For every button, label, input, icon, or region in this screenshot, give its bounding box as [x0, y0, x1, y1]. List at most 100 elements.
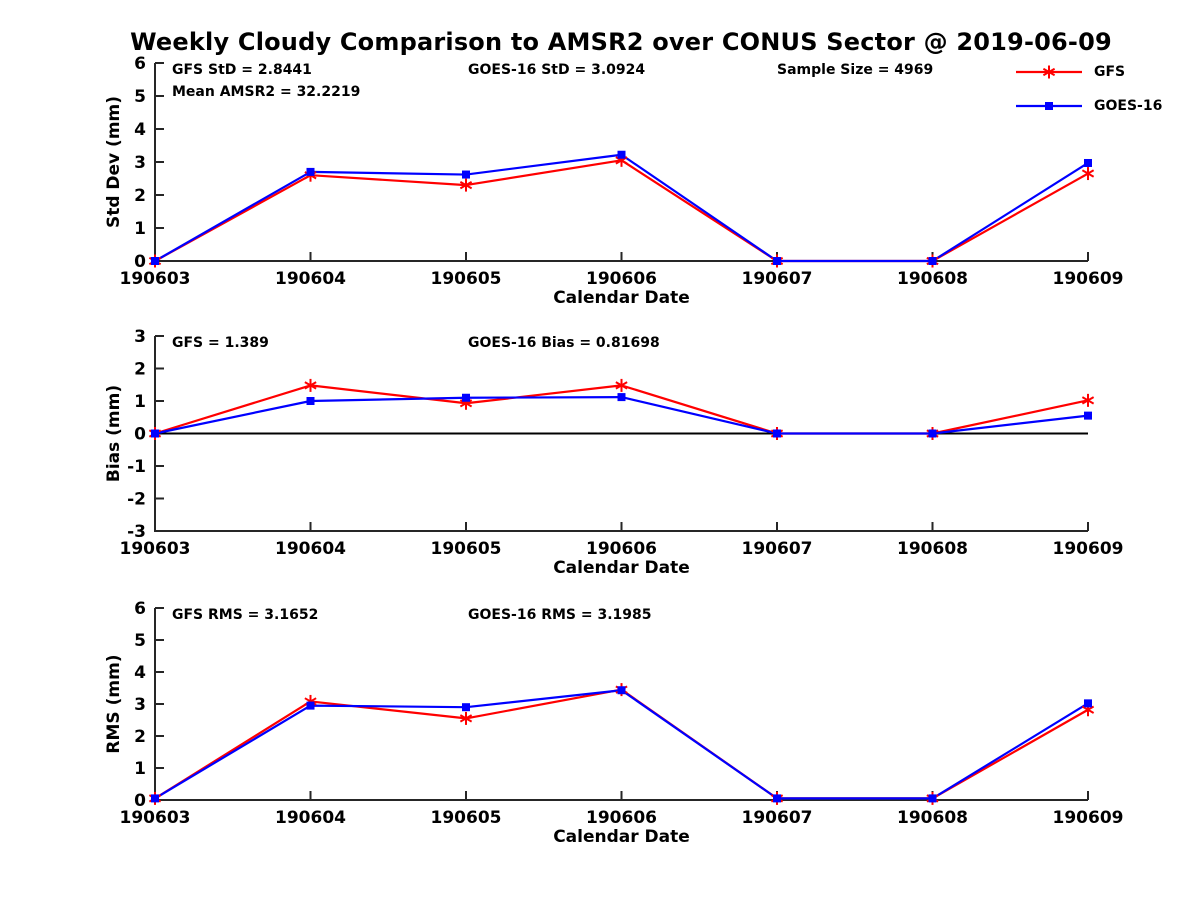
goes16-square-marker — [151, 429, 159, 438]
goes16-line-square-icon — [1016, 102, 1082, 110]
y-tick-label: 4 — [134, 120, 146, 140]
gfs-asterisk-marker — [459, 711, 473, 725]
x-tick-label: 190604 — [275, 808, 346, 828]
goes16-square-marker — [928, 257, 937, 265]
y-tick-label: 2 — [134, 186, 146, 206]
goes-16-line — [154, 689, 1089, 800]
legend: GFS GOES-16 — [1014, 64, 1162, 114]
annotation: Sample Size = 4969 — [777, 62, 933, 78]
legend-item-gfs: GFS — [1014, 64, 1162, 80]
y-axis-title: Std Dev (mm) — [104, 96, 124, 228]
rms-chart: 0 1 2 3 4 5 6 190603 190604 190605 190606 190607 190… — [104, 599, 1123, 847]
goes16-square-marker — [928, 794, 937, 803]
x-tick-label: 190609 — [1053, 808, 1124, 828]
x-tick-label: 190606 — [586, 539, 657, 559]
y-tick-label: 0 — [134, 791, 146, 811]
x-tick-label: 190603 — [120, 808, 191, 828]
annotation: GOES-16 Bias = 0.81698 — [468, 335, 660, 351]
y-tick-label: 3 — [134, 327, 146, 347]
annotation: GFS StD = 2.8441 — [172, 62, 312, 78]
goes16-square-marker — [928, 429, 937, 438]
y-tick-label: 1 — [134, 219, 146, 239]
x-tick-label: 190603 — [120, 539, 191, 559]
goes-16-line — [154, 153, 1089, 263]
x-axis-title: Calendar Date — [553, 827, 690, 847]
goes16-square-marker — [773, 257, 781, 265]
y-axis-title: RMS (mm) — [104, 654, 124, 753]
goes16-square-marker — [151, 257, 159, 265]
y-tick-label: 3 — [134, 153, 146, 173]
x-tick-label: 190603 — [120, 269, 191, 289]
y-tick-label: -1 — [127, 457, 146, 477]
y-tick-label: 2 — [134, 727, 146, 747]
y-tick-label: 6 — [134, 599, 146, 619]
figure-title: Weekly Cloudy Comparison to AMSR2 over C… — [130, 28, 1112, 56]
legend-item-goes16: GOES-16 — [1014, 98, 1162, 114]
y-tick-label: 2 — [134, 360, 146, 380]
bias-chart: -3 -2 -1 0 1 2 3 190603 190604 190605 190606 190607… — [104, 327, 1123, 578]
goes16-square-marker — [617, 150, 626, 159]
legend-label-gfs: GFS — [1094, 64, 1126, 80]
x-tick-label: 190609 — [1053, 269, 1124, 289]
x-tick-label: 190607 — [742, 539, 813, 559]
goes16-square-marker — [306, 701, 315, 710]
x-axis-title: Calendar Date — [553, 288, 690, 308]
gfs-asterisk-marker — [304, 378, 317, 392]
gfs-asterisk-marker — [1081, 393, 1095, 407]
y-tick-label: 5 — [134, 631, 146, 651]
x-tick-label: 190604 — [275, 539, 346, 559]
x-tick-label: 190606 — [586, 269, 657, 289]
y-axis-title: Bias (mm) — [104, 385, 124, 482]
goes16-square-marker — [1084, 158, 1092, 167]
x-tick-label: 190605 — [431, 269, 502, 289]
goes16-square-marker — [617, 686, 626, 695]
goes16-square-marker — [1084, 411, 1092, 420]
gfs-line — [154, 688, 1089, 800]
x-tick-label: 190606 — [586, 808, 657, 828]
y-tick-label: 0 — [134, 252, 146, 272]
x-tick-label: 190608 — [897, 808, 968, 828]
goes16-square-marker — [462, 703, 470, 712]
goes16-square-marker — [1084, 699, 1092, 708]
gfs-line — [154, 384, 1089, 435]
goes16-square-marker — [151, 794, 159, 803]
annotation: GFS = 1.389 — [172, 335, 269, 351]
x-tick-label: 190608 — [897, 539, 968, 559]
x-tick-label: 190607 — [742, 269, 813, 289]
goes-16-line — [154, 396, 1089, 435]
x-tick-label: 190607 — [742, 808, 813, 828]
goes16-square-marker — [773, 429, 781, 438]
gfs-asterisk-marker — [615, 378, 628, 392]
y-tick-label: 4 — [134, 663, 146, 683]
x-tick-label: 190609 — [1053, 539, 1124, 559]
goes16-square-marker — [306, 167, 315, 176]
annotation: GOES-16 StD = 3.0924 — [468, 62, 645, 78]
x-tick-label: 190605 — [431, 808, 502, 828]
goes16-square-marker — [462, 170, 470, 179]
annotation: GOES-16 RMS = 3.1985 — [468, 607, 652, 623]
y-tick-label: -2 — [127, 490, 146, 510]
x-axis-title: Calendar Date — [553, 558, 690, 578]
y-tick-label: -3 — [127, 522, 146, 542]
x-tick-label: 190608 — [897, 269, 968, 289]
goes16-square-marker — [617, 393, 626, 402]
std-dev-chart: 0 1 2 3 4 5 6 190603 190604 190605 190606 190607 190… — [104, 54, 1123, 308]
legend-label-goes16: GOES-16 — [1094, 98, 1163, 114]
gfs-asterisk-marker — [459, 178, 473, 192]
y-tick-label: 0 — [134, 425, 146, 445]
x-tick-label: 190604 — [275, 269, 346, 289]
y-tick-label: 5 — [134, 87, 146, 107]
y-tick-label: 6 — [134, 54, 146, 74]
gfs-line — [154, 159, 1089, 263]
gfs-asterisk-marker — [1081, 167, 1095, 181]
goes16-square-marker — [773, 794, 781, 803]
y-tick-label: 1 — [134, 759, 146, 779]
y-tick-label: 3 — [134, 695, 146, 715]
goes16-square-marker — [462, 393, 470, 402]
gfs-line-asterisk-icon — [1016, 65, 1082, 79]
x-tick-label: 190605 — [431, 539, 502, 559]
y-tick-label: 1 — [134, 392, 146, 412]
annotation: Mean AMSR2 = 32.2219 — [172, 84, 360, 100]
